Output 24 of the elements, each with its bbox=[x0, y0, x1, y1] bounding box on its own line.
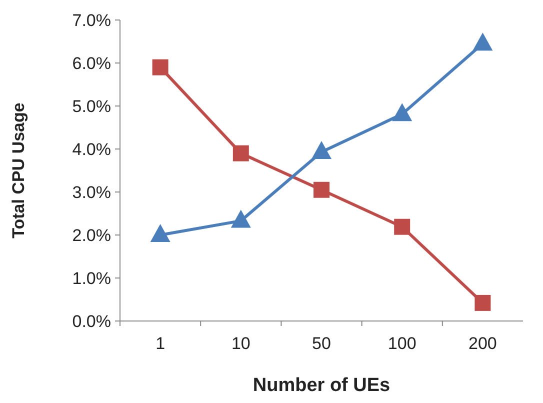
y-tick-label: 2.0% bbox=[72, 226, 111, 245]
point bbox=[232, 145, 249, 162]
point bbox=[392, 103, 412, 122]
y-tick-label: 6.0% bbox=[72, 54, 111, 73]
x-tick-label: 200 bbox=[468, 334, 497, 353]
point bbox=[474, 294, 491, 311]
y-tick-label: 0.0% bbox=[72, 312, 111, 331]
x-tick-label: 10 bbox=[231, 334, 250, 353]
point bbox=[394, 218, 410, 235]
point bbox=[312, 141, 332, 160]
y-tick-label: 7.0% bbox=[72, 10, 111, 30]
y-tick-label: 3.0% bbox=[72, 182, 111, 202]
x-axis-title: Number of UEs bbox=[252, 375, 390, 396]
point bbox=[150, 224, 170, 242]
y-axis-title: Total CPU Usage bbox=[9, 102, 28, 238]
point bbox=[314, 182, 330, 198]
point bbox=[472, 32, 493, 51]
y-tick-label: 4.0% bbox=[72, 140, 111, 159]
point bbox=[230, 210, 251, 228]
y-tick-label: 5.0% bbox=[72, 96, 111, 116]
x-tick-label: 50 bbox=[312, 334, 331, 353]
x-tick-label: 1 bbox=[156, 334, 166, 353]
x-tick-label: 100 bbox=[388, 334, 416, 353]
y-tick-label: 1.0% bbox=[72, 268, 111, 288]
